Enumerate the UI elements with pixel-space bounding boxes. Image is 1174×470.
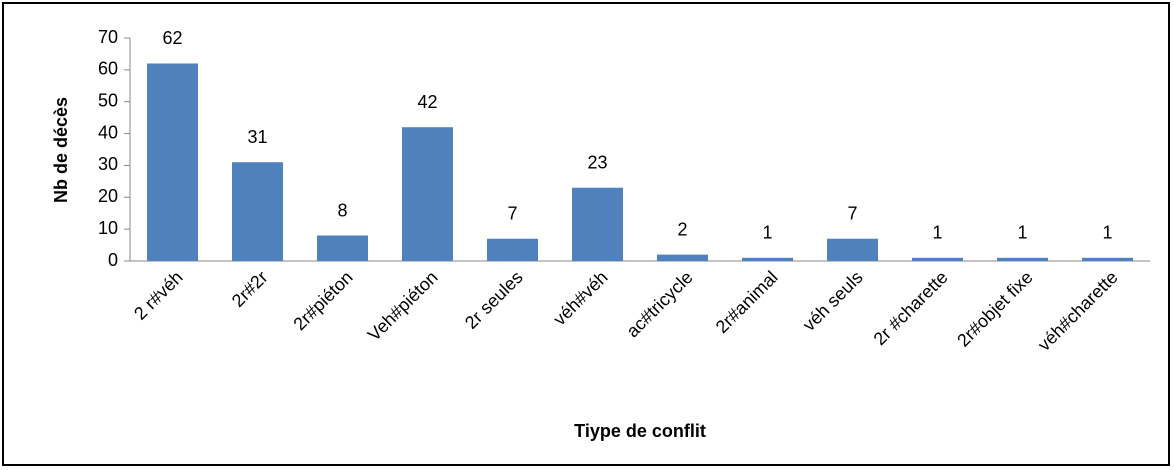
data-label: 7 <box>847 203 857 223</box>
bar <box>742 257 793 261</box>
bar <box>402 127 453 261</box>
bar <box>317 235 368 261</box>
bar <box>657 254 708 261</box>
y-tick-label: 40 <box>98 122 118 142</box>
data-label: 1 <box>1102 223 1112 243</box>
data-label: 1 <box>932 223 942 243</box>
bar <box>572 187 623 261</box>
data-label: 1 <box>1017 223 1027 243</box>
y-tick-label: 0 <box>108 250 118 270</box>
data-label: 2 <box>677 219 687 239</box>
y-tick-label: 70 <box>98 27 118 47</box>
y-tick-label: 60 <box>98 59 118 79</box>
bar <box>1082 257 1133 261</box>
y-tick-label: 50 <box>98 90 118 110</box>
data-label: 8 <box>337 200 347 220</box>
y-tick-label: 30 <box>98 154 118 174</box>
bar <box>147 63 198 261</box>
bar <box>827 238 878 261</box>
y-tick-label: 10 <box>98 218 118 238</box>
data-label: 1 <box>762 223 772 243</box>
y-tick-label: 20 <box>98 186 118 206</box>
bar <box>232 162 283 261</box>
bar <box>487 238 538 261</box>
data-label: 7 <box>507 203 517 223</box>
data-label: 62 <box>162 28 182 48</box>
data-label: 42 <box>417 92 437 112</box>
data-label: 23 <box>587 152 607 172</box>
bar <box>997 257 1048 261</box>
data-label: 31 <box>247 127 267 147</box>
bar <box>912 257 963 261</box>
y-axis-title: Nb de décès <box>51 97 71 203</box>
x-axis-title: Tiype de conflit <box>574 421 706 441</box>
